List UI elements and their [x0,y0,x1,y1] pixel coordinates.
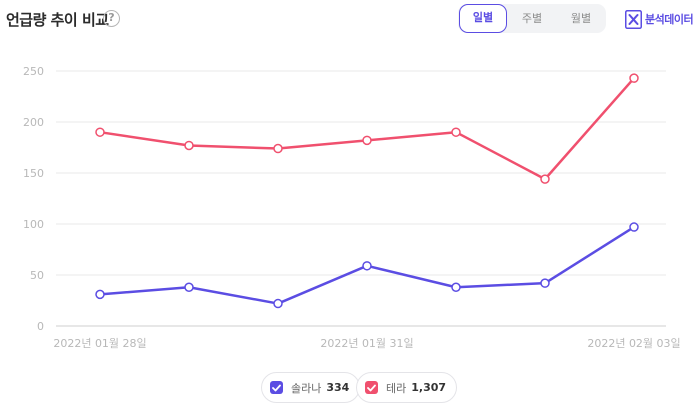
series-layer [95,73,639,309]
chart-header: 언급량 추이 비교 ? 일별 주별 월별 분석데이터 [0,0,700,40]
legend-total: 334 [326,381,350,394]
data-point[interactable] [540,174,550,184]
y-axis: 0 50 100 150 200 250 [23,65,44,333]
series-terra [95,73,639,184]
data-point[interactable] [362,135,372,146]
data-point[interactable] [95,289,105,300]
analysis-data-link[interactable]: 분석데이터 [625,9,694,29]
y-tick-label: 100 [23,218,44,231]
period-monthly-button[interactable]: 월별 [570,12,592,25]
data-point[interactable] [184,140,194,151]
legend-item-terra[interactable]: 테라 1,307 [356,372,458,403]
y-tick-label: 250 [23,65,44,78]
x-tick-label: 2022년 01월 28일 [53,336,146,350]
period-daily-button[interactable]: 일별 [459,4,507,33]
y-tick-label: 150 [23,167,44,180]
x-tick-label: 2022년 02월 03일 [587,336,680,350]
y-tick-label: 200 [23,116,44,129]
period-toggle: 일별 주별 월별 [458,4,606,33]
chart-title: 언급량 추이 비교 [6,11,109,29]
series-solana [95,222,639,309]
y-tick-label: 0 [37,320,44,333]
y-tick-label: 50 [30,269,44,282]
chart-legend: 솔라나 334 테라 1,307 [0,372,700,404]
data-point[interactable] [273,298,283,309]
help-icon[interactable]: ? [103,10,120,27]
legend-total: 1,307 [411,381,447,394]
data-point[interactable] [362,261,372,271]
data-point[interactable] [540,278,550,288]
checkbox-icon[interactable] [270,381,283,394]
mention-trend-line-chart: 0 50 100 150 200 250 2022년 01월 28일 2022년 01월 3… [23,65,681,350]
data-point[interactable] [95,127,105,137]
grid-lines [56,70,666,327]
data-point[interactable] [451,282,461,292]
x-tick-label: 2022년 01월 31일 [320,336,413,350]
data-point[interactable] [273,143,283,154]
analysis-data-label: 분석데이터 [645,13,694,26]
checkbox-icon[interactable] [365,381,378,394]
data-point[interactable] [451,127,461,137]
excel-icon [625,9,642,29]
legend-name: 솔라나 [291,381,322,395]
data-point[interactable] [184,282,194,292]
legend-item-solana[interactable]: 솔라나 334 [261,372,361,403]
x-axis: 2022년 01월 28일 2022년 01월 31일 2022년 02월 03일 [53,336,680,350]
data-point[interactable] [629,73,639,83]
series-line [98,76,636,181]
data-point[interactable] [629,222,639,232]
legend-name: 테라 [386,381,407,395]
period-weekly-button[interactable]: 주별 [521,12,543,25]
